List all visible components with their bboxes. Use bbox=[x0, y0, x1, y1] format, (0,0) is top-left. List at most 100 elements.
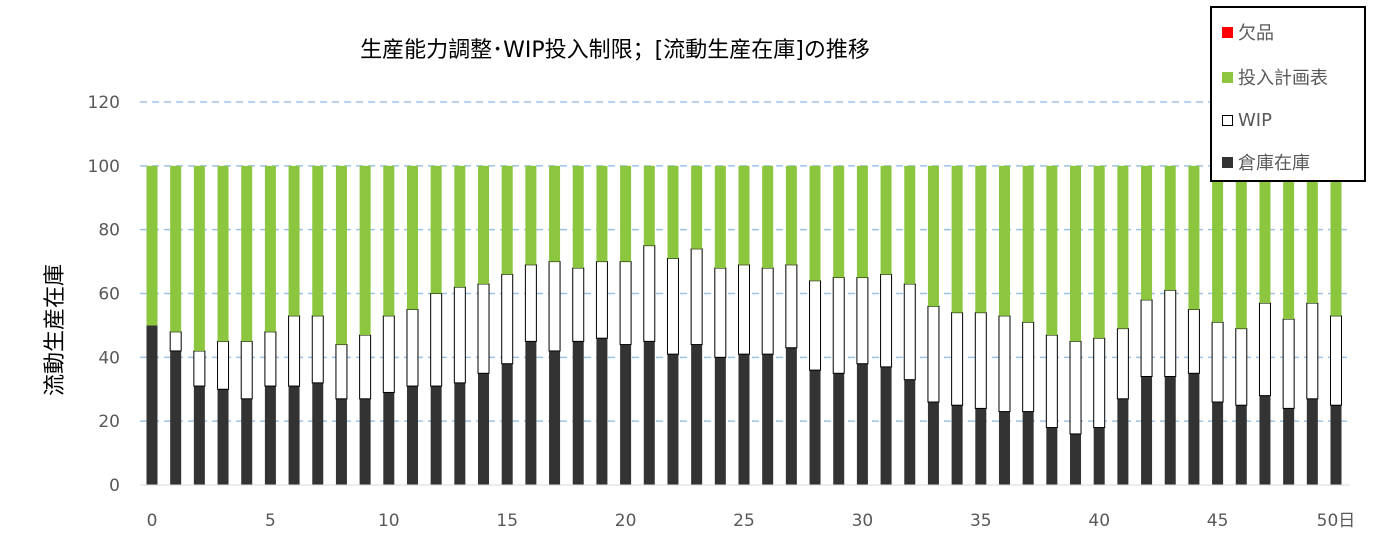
bar-segment bbox=[761, 267, 774, 355]
bar-segment bbox=[406, 386, 418, 485]
bar-segment bbox=[383, 165, 395, 316]
bar-segment bbox=[382, 315, 395, 393]
bar-segment bbox=[501, 273, 514, 365]
bar-segment bbox=[880, 366, 892, 485]
bar-segment bbox=[1164, 376, 1176, 485]
bar-segment bbox=[809, 280, 822, 371]
bar-segment bbox=[572, 341, 584, 485]
bar-segment bbox=[454, 382, 466, 485]
bar-segment bbox=[1022, 165, 1034, 323]
bar-segment bbox=[1259, 165, 1271, 304]
bar-segment bbox=[714, 165, 726, 268]
x-tick-label: 50日 bbox=[1317, 511, 1356, 531]
bar-segment bbox=[1093, 165, 1105, 339]
bar-segment bbox=[525, 165, 537, 265]
bar-segment bbox=[1283, 165, 1295, 320]
bar-segment bbox=[1140, 299, 1153, 377]
bar-segment bbox=[288, 315, 301, 387]
bars bbox=[146, 165, 1342, 485]
bar-segment bbox=[833, 165, 845, 278]
bar-segment bbox=[951, 405, 963, 485]
bar-segment bbox=[951, 312, 964, 406]
bar-segment bbox=[927, 402, 939, 485]
y-tick-label: 40 bbox=[98, 348, 120, 368]
bar-segment bbox=[856, 363, 868, 485]
y-tick-label: 100 bbox=[88, 157, 120, 177]
bar-segment bbox=[170, 350, 182, 485]
bar-segment bbox=[406, 308, 419, 387]
bar-segment bbox=[1235, 405, 1247, 485]
bar-segment bbox=[974, 312, 987, 409]
bar-segment bbox=[856, 165, 868, 278]
y-axis-ticks: 0 20 40 60 80 100 120 bbox=[88, 93, 120, 496]
bar-segment bbox=[264, 386, 276, 485]
bar-segment bbox=[240, 340, 253, 400]
bar-segment bbox=[785, 347, 797, 485]
bar-segment bbox=[595, 261, 608, 339]
bar-segment bbox=[1022, 411, 1034, 485]
legend-swatch-wip bbox=[1222, 114, 1233, 126]
legend-label-input-plan: 投入計画表 bbox=[1238, 68, 1328, 89]
bar-segment bbox=[927, 165, 939, 307]
bar-segment bbox=[975, 408, 987, 485]
bar-segment bbox=[1212, 402, 1224, 485]
bar-segment bbox=[193, 165, 205, 351]
bar-segment bbox=[1283, 408, 1295, 485]
bar-segment bbox=[596, 338, 608, 485]
bar-segment bbox=[1093, 337, 1106, 429]
legend-label-warehouse: 倉庫在庫 bbox=[1238, 153, 1310, 174]
bar-segment bbox=[1235, 328, 1248, 406]
bar-segment bbox=[1306, 165, 1318, 304]
bar-segment bbox=[975, 165, 987, 313]
x-tick-label: 25 bbox=[733, 511, 755, 531]
bar-segment bbox=[880, 273, 893, 368]
legend-item-wip: WIP bbox=[1222, 108, 1272, 132]
bar-segment bbox=[738, 165, 750, 265]
legend-label-shortage: 欠品 bbox=[1238, 23, 1274, 44]
bar-segment bbox=[217, 165, 229, 342]
bar-segment bbox=[951, 165, 963, 313]
bar-segment bbox=[572, 165, 584, 268]
bar-segment bbox=[1070, 165, 1082, 342]
bar-segment bbox=[927, 305, 940, 403]
bar-segment bbox=[1164, 289, 1177, 377]
bar-segment bbox=[359, 398, 371, 485]
bar-segment bbox=[288, 386, 300, 485]
bar-segment bbox=[1212, 165, 1224, 323]
legend-item-input-plan: 投入計画表 bbox=[1222, 65, 1328, 89]
bar-segment bbox=[666, 257, 679, 355]
bar-segment bbox=[619, 261, 632, 346]
bar-segment bbox=[1070, 433, 1082, 485]
legend-item-warehouse: 倉庫在庫 bbox=[1222, 150, 1310, 174]
x-tick-label: 15 bbox=[496, 511, 518, 531]
x-axis-ticks: 0 5 10 15 20 25 30 35 40 45 50日 bbox=[147, 511, 1356, 531]
bar-segment bbox=[714, 267, 727, 358]
bar-segment bbox=[620, 344, 632, 485]
x-tick-label: 30 bbox=[852, 511, 874, 531]
bar-segment bbox=[643, 165, 655, 246]
bar-segment bbox=[596, 165, 608, 262]
bar-segment bbox=[430, 386, 442, 485]
bar-segment bbox=[359, 334, 372, 400]
bar-segment bbox=[785, 264, 798, 349]
bar-segment bbox=[1164, 165, 1176, 291]
bar-segment bbox=[1330, 165, 1342, 316]
bar-segment bbox=[501, 165, 513, 275]
bar-segment bbox=[832, 277, 845, 374]
bar-segment bbox=[998, 315, 1011, 413]
bar-segment bbox=[1045, 334, 1058, 429]
bar-segment bbox=[833, 373, 845, 485]
bar-segment bbox=[454, 165, 466, 288]
bar-segment bbox=[1330, 405, 1342, 485]
bar-segment bbox=[335, 165, 347, 345]
y-tick-label: 120 bbox=[88, 93, 120, 113]
bar-segment bbox=[1211, 321, 1224, 403]
bar-segment bbox=[524, 264, 537, 342]
x-tick-label: 20 bbox=[615, 511, 637, 531]
x-tick-label: 10 bbox=[378, 511, 400, 531]
bar-segment bbox=[1069, 340, 1082, 435]
y-tick-label: 0 bbox=[109, 476, 120, 496]
bar-segment bbox=[477, 283, 490, 374]
bar-segment bbox=[738, 264, 750, 355]
